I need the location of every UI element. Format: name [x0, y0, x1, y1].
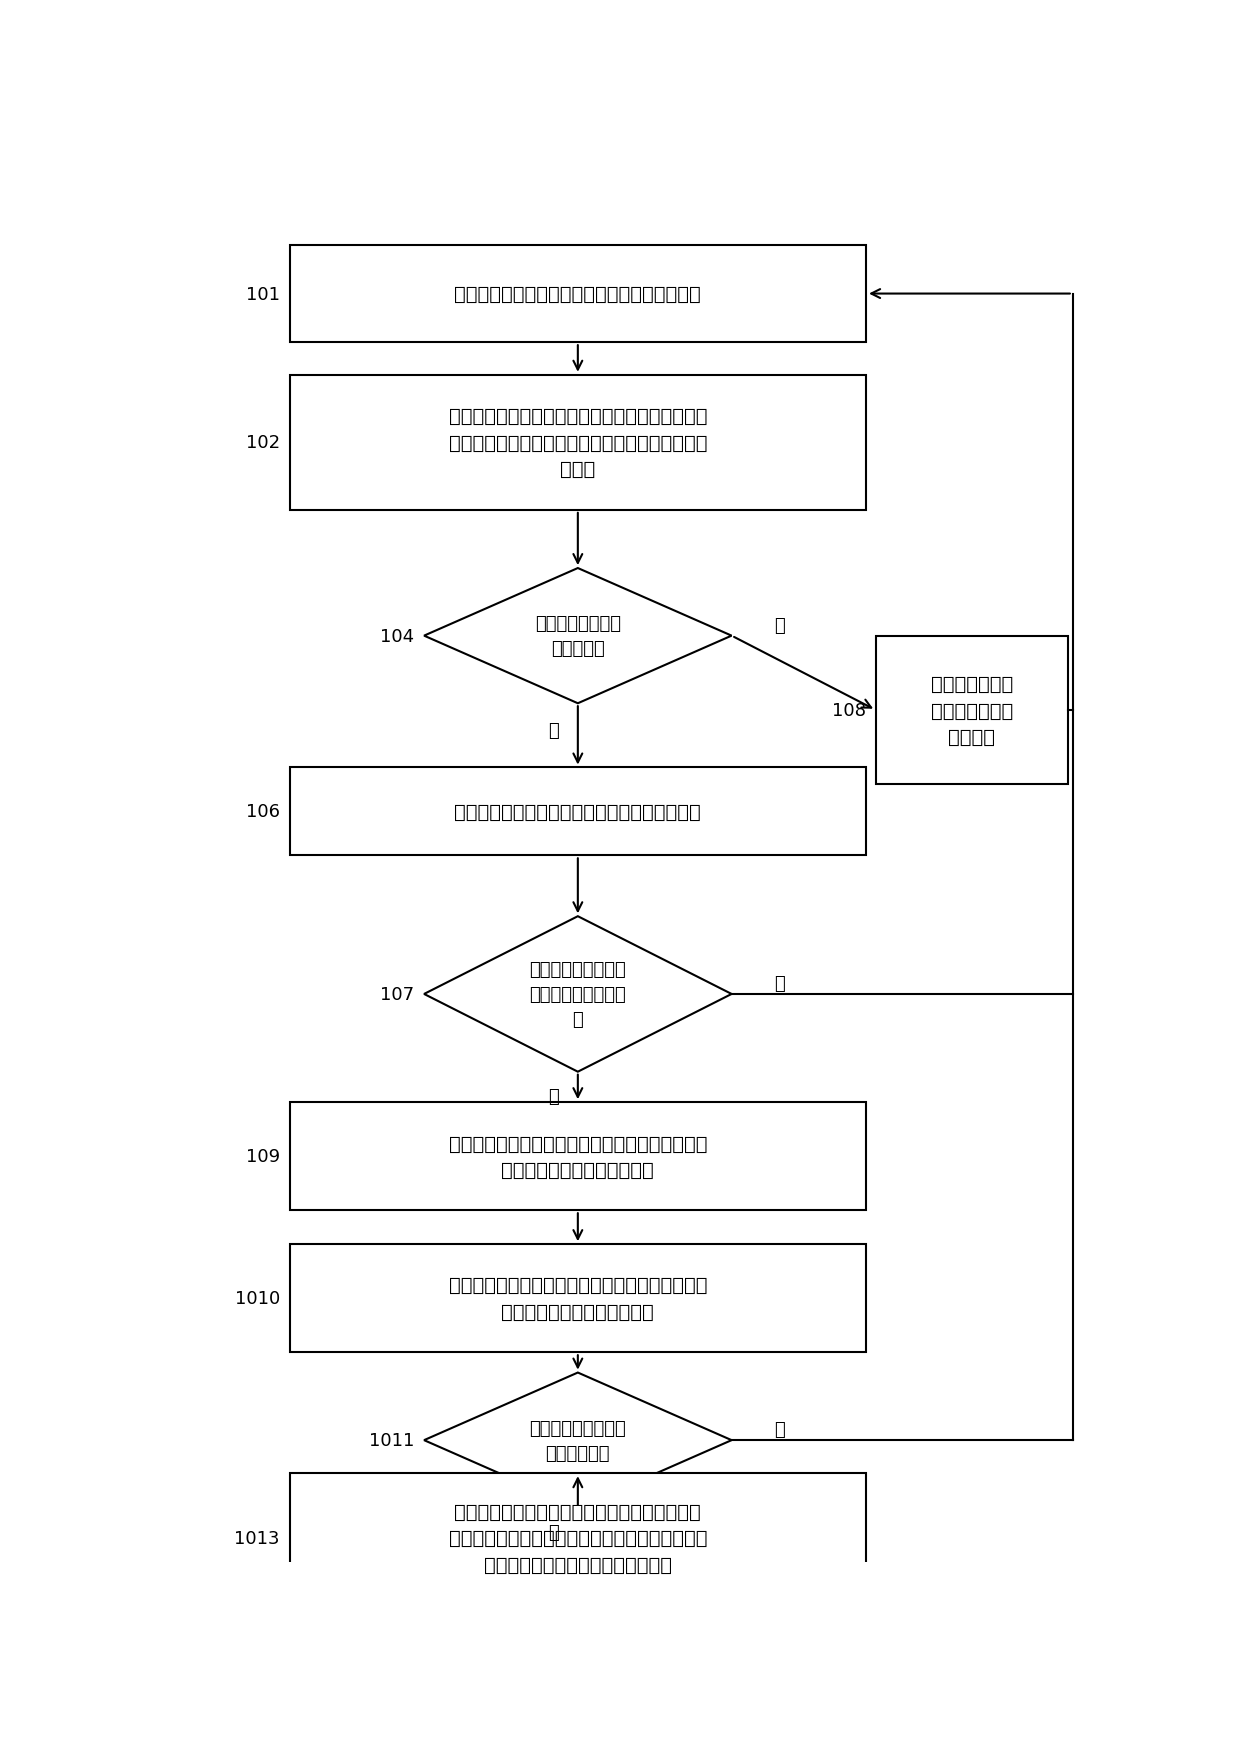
Text: 107: 107: [381, 985, 414, 1004]
Polygon shape: [424, 569, 732, 704]
FancyBboxPatch shape: [290, 246, 866, 342]
Text: 否: 否: [774, 616, 785, 635]
Text: 106: 106: [246, 804, 280, 821]
Text: 否: 否: [774, 1420, 785, 1439]
Text: 108: 108: [832, 702, 866, 720]
Text: 根据所述公文流转码和所述解码协议对所述公文进
行聚合签名，获得聚合签名码: 根据所述公文流转码和所述解码协议对所述公文进 行聚合签名，获得聚合签名码: [449, 1276, 707, 1322]
Text: 1010: 1010: [234, 1290, 280, 1307]
FancyBboxPatch shape: [290, 1474, 866, 1602]
Polygon shape: [424, 916, 732, 1072]
Text: 则赋予所述用户和设备处理所述公文的权限，并获
取所述公文流转码的解码协议: 则赋予所述用户和设备处理所述公文的权限，并获 取所述公文流转码的解码协议: [449, 1134, 707, 1179]
FancyBboxPatch shape: [290, 376, 866, 511]
Text: 1011: 1011: [370, 1432, 414, 1450]
Text: 赋予所述用户和
设备接收所述公
文的权限: 赋予所述用户和 设备接收所述公 文的权限: [931, 674, 1013, 746]
Text: 则赋予所指定用户和设备监控所述公文的权限，
根据所述公文流转码和所述解码协议确定所述公文
在流转过程中途径的用户和设备信息: 则赋予所指定用户和设备监控所述公文的权限， 根据所述公文流转码和所述解码协议确定…: [449, 1502, 707, 1574]
Text: 1013: 1013: [234, 1529, 280, 1546]
FancyBboxPatch shape: [290, 1102, 866, 1211]
FancyBboxPatch shape: [290, 769, 866, 856]
Text: 所述聚合签名码为合
法聚合签名码: 所述聚合签名码为合 法聚合签名码: [529, 1418, 626, 1462]
Text: 102: 102: [246, 433, 280, 453]
FancyBboxPatch shape: [875, 637, 1068, 784]
Text: 104: 104: [381, 627, 414, 646]
Text: 101: 101: [246, 286, 280, 304]
FancyBboxPatch shape: [290, 1244, 866, 1353]
Text: 所述单签名码是合
法单签名码: 所述单签名码是合 法单签名码: [534, 614, 621, 658]
Text: 获取公文到达用户和设备的用户身份和设备身份: 获取公文到达用户和设备的用户身份和设备身份: [455, 284, 701, 304]
Text: 是: 是: [548, 1523, 559, 1541]
Polygon shape: [424, 1372, 732, 1508]
Text: 将所述单签名码添加至所述公文的公文流转码中: 将所述单签名码添加至所述公文的公文流转码中: [455, 802, 701, 821]
Text: 是: 是: [548, 721, 559, 741]
Text: 否: 否: [774, 974, 785, 993]
Text: 是: 是: [548, 1088, 559, 1106]
Text: 所述单签名码为指定
用户和设备的单签名
码: 所述单签名码为指定 用户和设备的单签名 码: [529, 960, 626, 1028]
Text: 109: 109: [246, 1148, 280, 1165]
Text: 根据所述用户身份生成用户签名公钥和用户签名私
钥，根据所述设备身份生成设备签名公钥和设备签
名私钥: 根据所述用户身份生成用户签名公钥和用户签名私 钥，根据所述设备身份生成设备签名公…: [449, 407, 707, 479]
